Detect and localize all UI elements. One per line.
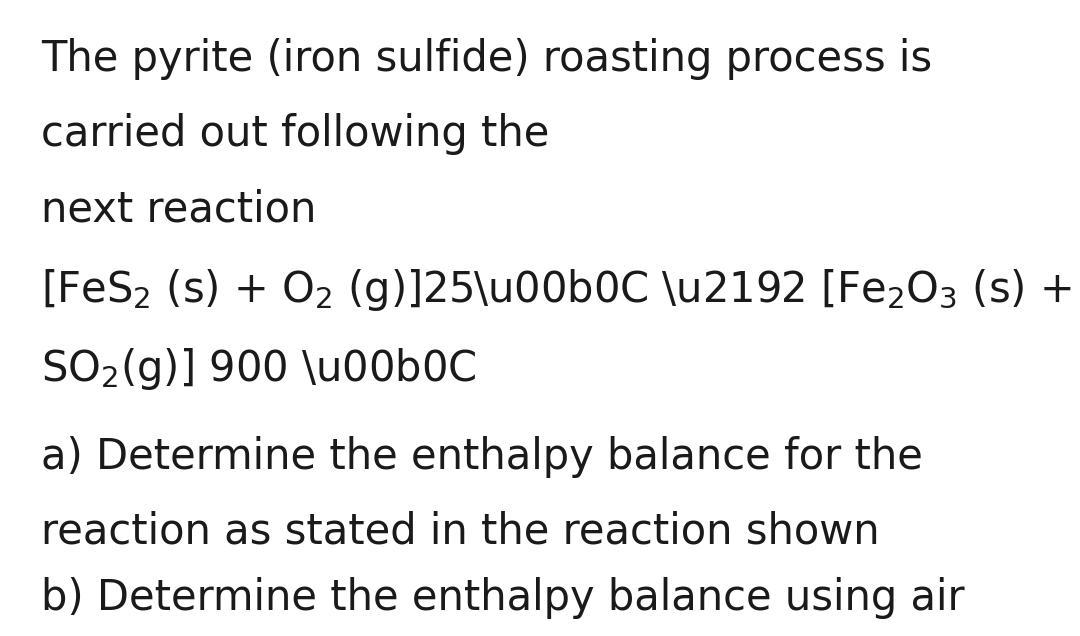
Text: The pyrite (iron sulfide) roasting process is: The pyrite (iron sulfide) roasting proce…	[41, 38, 932, 80]
Text: carried out following the: carried out following the	[41, 113, 550, 155]
Text: reaction as stated in the reaction shown: reaction as stated in the reaction shown	[41, 511, 880, 553]
Text: b) Determine the enthalpy balance using air: b) Determine the enthalpy balance using …	[41, 577, 964, 619]
Text: $\mathdefault{SO_2}$(g)] 900 \u00b0C: $\mathdefault{SO_2}$(g)] 900 \u00b0C	[41, 346, 476, 392]
Text: $\mathdefault{[FeS_2}$ (s) + $\mathdefault{O_2}$ (g)]25\u00b0C \u2192 $\mathdefa: $\mathdefault{[FeS_2}$ (s) + $\mathdefau…	[41, 267, 1071, 313]
Text: a) Determine the enthalpy balance for the: a) Determine the enthalpy balance for th…	[41, 436, 923, 478]
Text: next reaction: next reaction	[41, 188, 316, 230]
